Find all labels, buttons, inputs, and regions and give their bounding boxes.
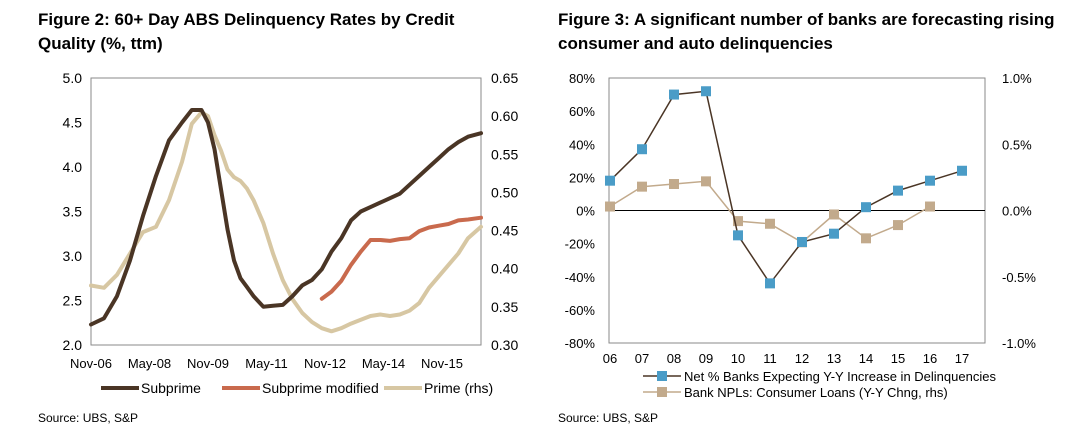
data-point-net-banks — [861, 202, 871, 213]
data-point-bank-npls — [637, 181, 647, 192]
data-point-bank-npls — [925, 201, 935, 212]
x-axis-tick-label: 13 — [827, 351, 841, 366]
data-point-net-banks — [797, 236, 807, 247]
x-axis-tick-label: Nov-09 — [187, 356, 229, 371]
data-point-net-banks — [605, 175, 615, 186]
right-axis-tick-label: 0.0% — [1002, 204, 1032, 219]
figure-3-source: Source: UBS, S&P — [558, 411, 659, 425]
data-point-net-banks — [701, 86, 711, 97]
delinquency-by-credit-quality-chart: 2.0 2.5 3.0 3.5 4.0 4.5 5.0 0.30 0.35 0.40 0.45 0.5… — [63, 70, 519, 396]
figure-2-source: Source: UBS, S&P — [38, 411, 139, 425]
legend-label: Bank NPLs: Consumer Loans (Y-Y Chng, rhs… — [684, 385, 948, 400]
x-axis-tick-label: Nov-15 — [421, 356, 463, 371]
x-axis-tick-label: 09 — [699, 351, 713, 366]
right-axis-tick-label: 0.55 — [491, 146, 518, 162]
left-axis-tick-label: -20% — [565, 237, 596, 252]
banks-forecasting-delinquencies-chart: -80% -60% -40% -20% 0% 20% 40% 60% 80% -1.0% -0.5%… — [565, 71, 1037, 400]
x-axis-tick-label: 07 — [635, 351, 649, 366]
data-point-net-banks — [925, 175, 935, 186]
right-axis-tick-label: 0.40 — [491, 261, 518, 277]
x-axis-tick-label: 17 — [955, 351, 969, 366]
data-point-net-banks — [669, 89, 679, 100]
left-axis-tick-label: 2.0 — [63, 337, 83, 353]
x-axis-tick-label: 14 — [859, 351, 873, 366]
x-axis-tick-label: 08 — [667, 351, 681, 366]
data-point-net-banks — [765, 278, 775, 289]
left-axis-tick-label: 3.0 — [63, 248, 83, 264]
x-axis-tick-label: 15 — [891, 351, 905, 366]
x-axis-tick-label: 10 — [731, 351, 745, 366]
legend-swatch-marker — [657, 371, 667, 381]
left-axis-tick-label: 60% — [569, 104, 595, 119]
series-line-subprime-modified — [319, 215, 483, 301]
series-line-subprime — [89, 108, 483, 327]
data-point-net-banks — [957, 165, 967, 176]
x-axis-tick-label: 16 — [923, 351, 937, 366]
legend-label: Net % Banks Expecting Y-Y Increase in De… — [684, 369, 996, 384]
series-line-net-banks — [609, 90, 963, 285]
legend-swatch-marker — [657, 387, 667, 397]
figure-2-title: Figure 2: 60+ Day ABS Delinquency Rates … — [38, 10, 455, 53]
left-axis-tick-label: 40% — [569, 137, 595, 152]
x-axis-tick-label: Nov-12 — [304, 356, 346, 371]
data-point-bank-npls — [893, 220, 903, 231]
right-axis-tick-label: 1.0% — [1002, 71, 1032, 86]
x-axis-tick-label: 11 — [763, 351, 777, 366]
data-point-net-banks — [893, 185, 903, 196]
right-axis-tick-label: -1.0% — [1002, 336, 1036, 351]
figure-3-title: Figure 3: A significant number of banks … — [558, 10, 1055, 53]
right-axis-tick-label: -0.5% — [1002, 270, 1036, 285]
data-point-bank-npls — [765, 218, 775, 229]
x-axis-tick-label: May-11 — [245, 356, 287, 371]
x-axis-tick-label: 12 — [795, 351, 809, 366]
left-axis-tick-label: 80% — [569, 71, 595, 86]
legend-label: Subprime modified — [262, 380, 379, 396]
right-axis-tick-label: 0.50 — [491, 184, 518, 200]
right-axis-tick-label: 0.5% — [1002, 137, 1032, 152]
data-point-bank-npls — [829, 209, 839, 220]
legend-label: Prime (rhs) — [424, 380, 493, 396]
left-axis-tick-label: 20% — [569, 170, 595, 185]
left-axis-tick-label: 5.0 — [63, 70, 83, 86]
data-point-net-banks — [829, 228, 839, 239]
data-point-net-banks — [637, 144, 647, 155]
x-axis-tick-label: May-08 — [128, 356, 171, 371]
data-point-bank-npls — [733, 216, 743, 227]
series-line-prime-rhs- — [89, 110, 483, 334]
right-axis-tick-label: 0.65 — [491, 70, 518, 86]
right-axis-tick-label: 0.45 — [491, 223, 518, 239]
left-axis-tick-label: -80% — [565, 336, 596, 351]
data-point-bank-npls — [605, 201, 615, 212]
right-axis-tick-label: 0.30 — [491, 337, 518, 353]
left-axis-tick-label: 4.5 — [63, 115, 83, 131]
x-axis-tick-label: May-14 — [362, 356, 405, 371]
right-axis-tick-label: 0.35 — [491, 299, 518, 315]
legend-label: Subprime — [141, 380, 201, 396]
data-point-net-banks — [733, 230, 743, 241]
left-axis-tick-label: 4.0 — [63, 159, 83, 175]
x-axis-tick-label: Nov-06 — [70, 356, 112, 371]
left-axis-tick-label: 2.5 — [63, 293, 83, 309]
left-axis-tick-label: -40% — [565, 270, 596, 285]
data-point-bank-npls — [669, 179, 679, 189]
data-point-bank-npls — [861, 233, 871, 244]
data-point-bank-npls — [701, 176, 711, 187]
series-line-bank-npls — [609, 180, 931, 244]
x-axis-tick-label: 06 — [603, 351, 617, 366]
plot-frame — [90, 77, 482, 346]
left-axis-tick-label: 3.5 — [63, 204, 83, 220]
left-axis-tick-label: 0% — [576, 204, 595, 219]
left-axis-tick-label: -60% — [565, 303, 596, 318]
right-axis-tick-label: 0.60 — [491, 108, 518, 124]
